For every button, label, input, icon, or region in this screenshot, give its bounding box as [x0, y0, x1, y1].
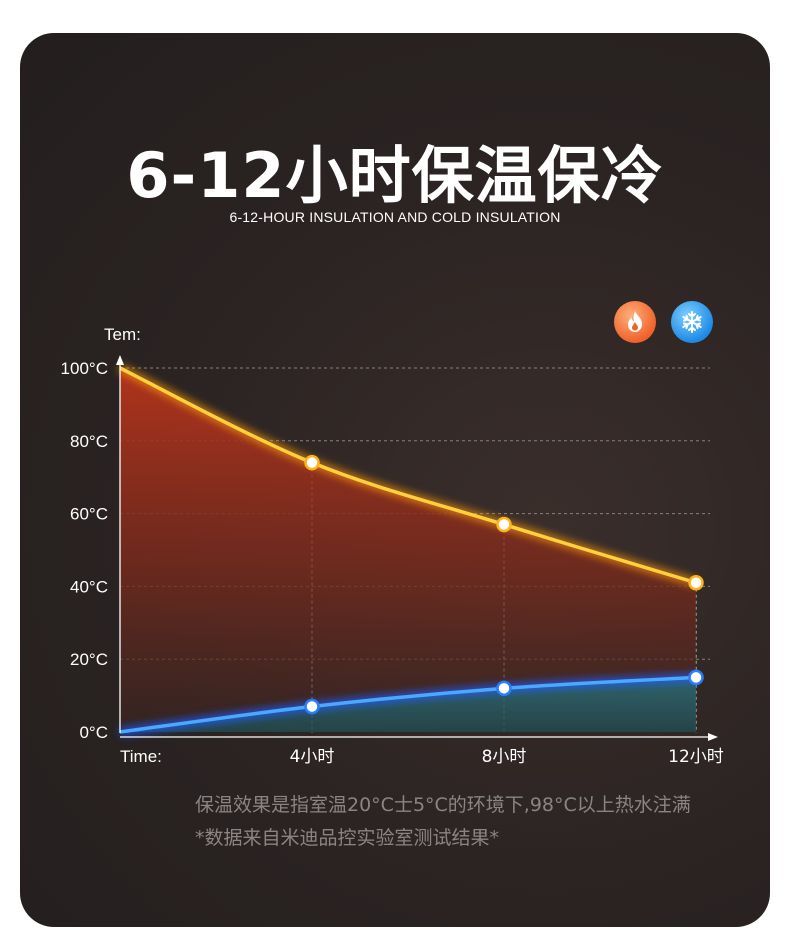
x-tick-label: 4小时	[290, 747, 335, 767]
chart-card: 6-12小时保温保冷 6-12-HOUR INSULATION AND COLD…	[20, 33, 770, 927]
y-tick-label: 0°C	[79, 723, 108, 742]
fire-icon	[614, 301, 656, 343]
y-tick-label: 80°C	[70, 432, 108, 451]
y-tick-label: 20°C	[70, 650, 108, 669]
x-axis-arrow	[708, 733, 718, 741]
cold-data-point	[304, 698, 320, 715]
x-tick-labels: 4小时 8小时 12小时	[290, 747, 724, 767]
cold-series-area	[120, 677, 696, 732]
hot-data-point	[304, 454, 320, 471]
cold-data-point	[496, 680, 512, 697]
snowflake-icon	[671, 301, 713, 343]
temperature-chart: Tem: Time: 0°C 20°C 40°C 60°C 80°C 100°C 4小时 8…	[61, 325, 724, 767]
x-tick-label: 8小时	[482, 747, 527, 767]
hot-data-point	[496, 516, 512, 533]
hot-data-point	[688, 575, 704, 591]
page-title: 6-12小时保温保冷	[126, 139, 664, 212]
y-tick-label: 40°C	[70, 577, 108, 596]
y-tick-label: 100°C	[61, 359, 108, 378]
cold-data-point	[688, 669, 704, 686]
x-tick-label: 12小时	[668, 747, 724, 767]
cold-series-line	[119, 675, 697, 734]
hot-series-line	[119, 366, 697, 585]
hot-series-area	[120, 368, 696, 732]
y-axis-arrow	[116, 355, 124, 365]
insulation-note: 保温效果是指室温20°C士5°C的环境下,98°C以上热水注满	[195, 794, 691, 816]
y-tick-labels: 0°C 20°C 40°C 60°C 80°C 100°C	[61, 359, 108, 742]
y-axis-label: Tem:	[104, 325, 141, 344]
x-axis-label: Time:	[120, 747, 162, 766]
page-subtitle: 6-12-HOUR INSULATION AND COLD INSULATION	[229, 209, 561, 225]
data-source-note: *数据来自米迪品控实验室测试结果*	[195, 827, 500, 849]
data-points	[304, 454, 704, 715]
y-tick-label: 60°C	[70, 505, 108, 524]
